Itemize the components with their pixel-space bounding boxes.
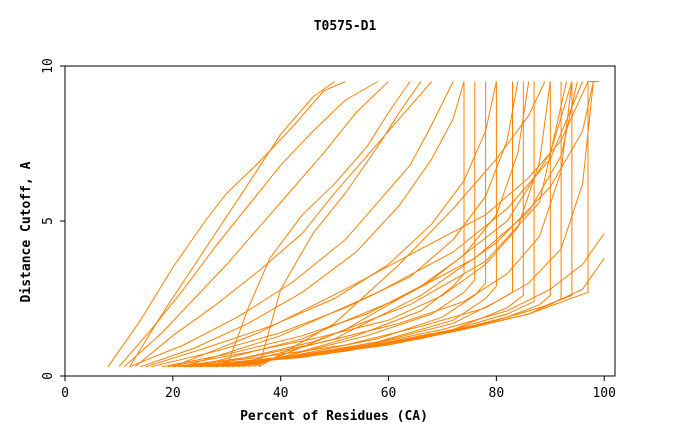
- series-line-m27: [183, 81, 584, 368]
- series-line-m35: [258, 81, 422, 367]
- series-line-m20: [221, 81, 524, 368]
- x-tick-label-80: 80: [489, 386, 505, 401]
- x-tick-label-100: 100: [592, 386, 615, 401]
- chart-title: T0575-D1: [314, 19, 377, 34]
- series-line-m31: [253, 81, 573, 368]
- x-tick-label-20: 20: [165, 386, 181, 401]
- y-tick-label-0: 0: [41, 372, 56, 380]
- series-line-m2: [118, 81, 378, 368]
- series-line-m17: [205, 81, 562, 368]
- x-axis: 0 20 40 60 80 100: [61, 376, 616, 401]
- x-tick-label-0: 0: [61, 386, 69, 401]
- series-line-m25: [248, 81, 465, 368]
- y-axis: 0 5 10: [41, 58, 65, 380]
- series-line-m5: [129, 81, 454, 368]
- series-line-m34: [226, 81, 411, 367]
- series-line-m1: [107, 81, 346, 367]
- x-tick-label-40: 40: [273, 386, 289, 401]
- series-line-m11: [172, 81, 573, 368]
- series-line-m19: [215, 81, 535, 368]
- series-line-m30: [226, 81, 594, 368]
- series-line-m7: [145, 81, 497, 368]
- y-axis-title: Distance Cutoff, A: [19, 161, 34, 302]
- x-axis-title: Percent of Residues (CA): [240, 409, 428, 424]
- data-series-group: [107, 81, 605, 368]
- series-line-m26: [172, 81, 589, 368]
- y-tick-label-10: 10: [41, 58, 56, 74]
- series-line-m32: [258, 81, 546, 368]
- series-line-m22: [232, 81, 497, 368]
- x-tick-label-60: 60: [381, 386, 397, 401]
- series-line-m4: [134, 81, 433, 368]
- plot-frame: [64, 65, 616, 377]
- series-line-m6: [140, 81, 465, 368]
- series-line-m3: [123, 81, 389, 368]
- series-line-m14: [188, 257, 605, 368]
- y-tick-label-5: 5: [41, 217, 56, 225]
- series-line-m8: [151, 81, 519, 368]
- series-line-m21: [226, 81, 513, 368]
- series-line-m33: [129, 81, 335, 367]
